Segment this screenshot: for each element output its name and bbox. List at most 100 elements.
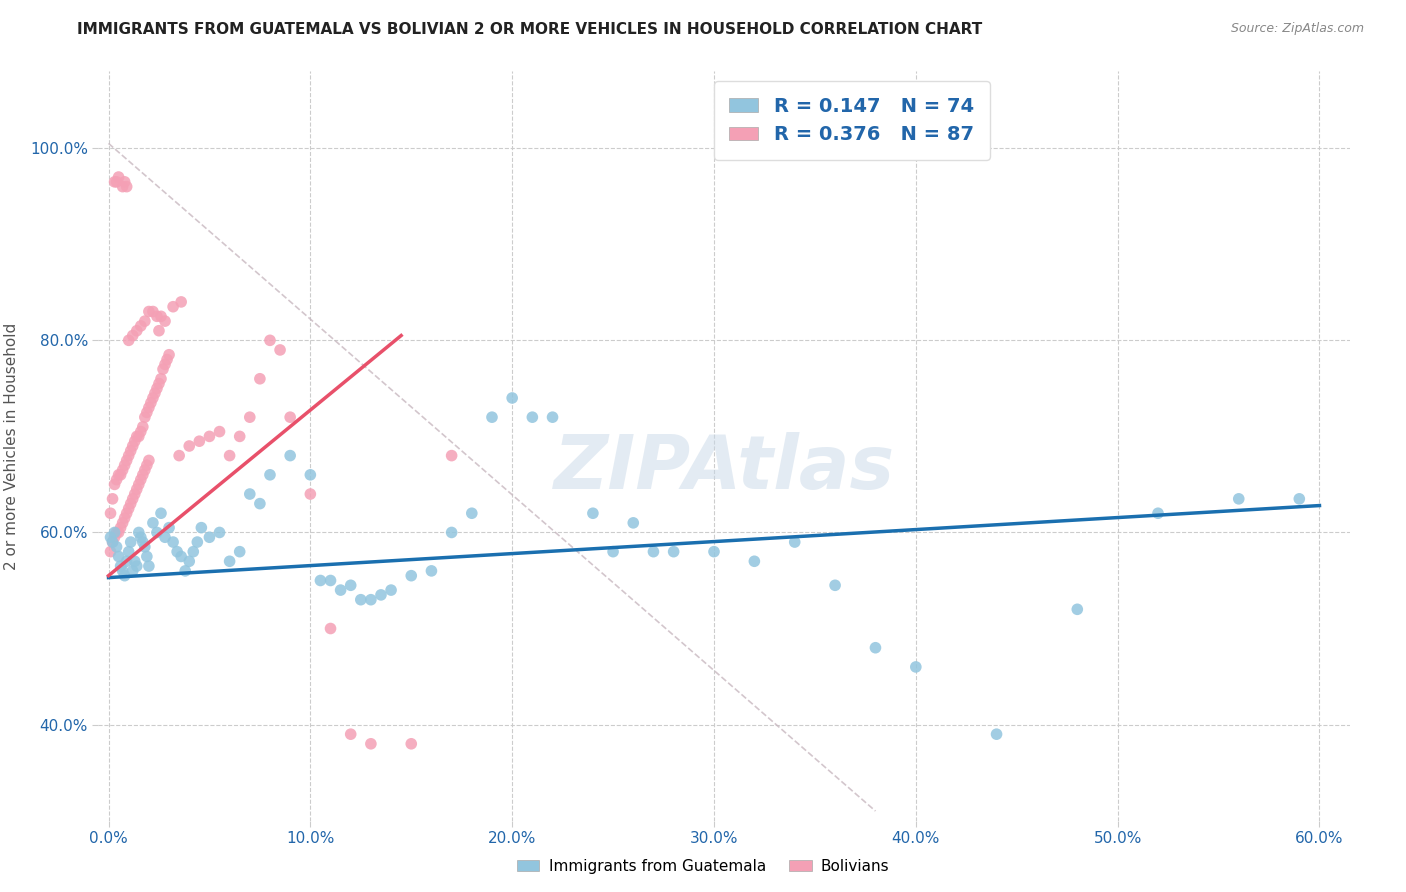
Point xyxy=(118,544,141,558)
Point xyxy=(166,544,188,558)
Point xyxy=(110,559,132,574)
Point xyxy=(319,574,342,588)
Point xyxy=(115,179,138,194)
Point xyxy=(153,530,176,544)
Point xyxy=(440,525,463,540)
Point xyxy=(150,372,173,386)
Point xyxy=(152,362,174,376)
Point xyxy=(420,564,443,578)
Point xyxy=(138,453,160,467)
Point xyxy=(208,525,231,540)
Point xyxy=(134,540,156,554)
Point xyxy=(218,449,240,463)
Point xyxy=(249,372,271,386)
Point xyxy=(125,482,148,496)
Point xyxy=(111,564,134,578)
Point xyxy=(134,463,156,477)
Point xyxy=(138,559,160,574)
Point xyxy=(100,530,122,544)
Point xyxy=(107,169,129,184)
Point xyxy=(125,559,148,574)
Point xyxy=(582,506,605,520)
Point xyxy=(865,640,887,655)
Point xyxy=(162,535,184,549)
Point xyxy=(643,544,665,558)
Point xyxy=(249,497,271,511)
Point xyxy=(134,410,156,425)
Point xyxy=(135,405,157,419)
Point xyxy=(118,449,141,463)
Point xyxy=(339,727,361,741)
Point xyxy=(309,574,332,588)
Point xyxy=(107,467,129,482)
Point xyxy=(146,525,169,540)
Point xyxy=(129,473,152,487)
Text: ZIPAtlas: ZIPAtlas xyxy=(554,432,894,505)
Point xyxy=(186,535,208,549)
Point xyxy=(1288,491,1310,506)
Point xyxy=(181,544,204,558)
Point xyxy=(259,334,281,348)
Point xyxy=(370,588,392,602)
Point xyxy=(115,554,138,568)
Point xyxy=(138,401,160,415)
Point xyxy=(190,521,212,535)
Point xyxy=(239,487,262,501)
Point xyxy=(125,324,148,338)
Point xyxy=(142,391,165,405)
Point xyxy=(100,544,122,558)
Point xyxy=(218,554,240,568)
Point xyxy=(278,410,301,425)
Point xyxy=(986,727,1008,741)
Point xyxy=(824,578,846,592)
Point xyxy=(121,491,143,506)
Point xyxy=(153,314,176,328)
Point xyxy=(129,530,152,544)
Point xyxy=(380,583,402,598)
Point xyxy=(120,535,142,549)
Point xyxy=(100,506,122,520)
Point xyxy=(148,376,170,391)
Point xyxy=(124,487,146,501)
Point xyxy=(114,511,136,525)
Point xyxy=(135,549,157,564)
Point xyxy=(188,434,211,449)
Point xyxy=(162,300,184,314)
Point xyxy=(239,410,262,425)
Point xyxy=(105,473,128,487)
Point xyxy=(132,419,155,434)
Point xyxy=(350,592,373,607)
Point xyxy=(103,530,125,544)
Point xyxy=(105,525,128,540)
Point xyxy=(121,564,143,578)
Point xyxy=(142,516,165,530)
Point xyxy=(132,467,155,482)
Point xyxy=(118,501,141,516)
Point xyxy=(198,429,221,443)
Point xyxy=(153,357,176,371)
Point xyxy=(142,304,165,318)
Point xyxy=(134,314,156,328)
Point xyxy=(111,516,134,530)
Point xyxy=(105,540,128,554)
Point xyxy=(401,737,423,751)
Point xyxy=(150,506,173,520)
Point xyxy=(105,175,128,189)
Point xyxy=(360,592,382,607)
Point xyxy=(128,525,150,540)
Point xyxy=(170,549,193,564)
Point xyxy=(299,487,322,501)
Point xyxy=(125,429,148,443)
Point xyxy=(481,410,503,425)
Text: Source: ZipAtlas.com: Source: ZipAtlas.com xyxy=(1230,22,1364,36)
Point xyxy=(103,525,125,540)
Point xyxy=(124,554,146,568)
Point xyxy=(1147,506,1170,520)
Legend: R = 0.147   N = 74, R = 0.376   N = 87: R = 0.147 N = 74, R = 0.376 N = 87 xyxy=(714,81,990,160)
Point xyxy=(208,425,231,439)
Point xyxy=(1227,491,1250,506)
Point xyxy=(157,521,180,535)
Point xyxy=(132,535,155,549)
Point xyxy=(167,449,190,463)
Point xyxy=(179,554,201,568)
